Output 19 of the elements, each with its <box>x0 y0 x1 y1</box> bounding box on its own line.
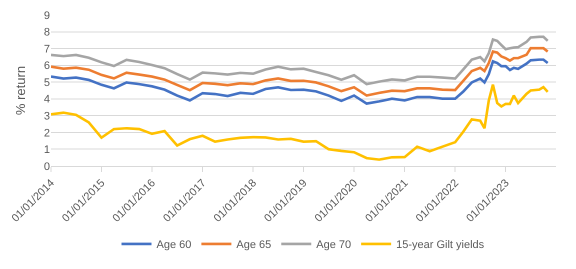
y-tick-label: 6 <box>44 60 50 72</box>
line-series <box>51 83 549 161</box>
y-tick-label: 9 <box>44 10 50 22</box>
legend-label: Age 70 <box>316 239 352 252</box>
y-tick-label: 2 <box>44 127 50 140</box>
line-series <box>51 46 549 97</box>
y-tick-label: 1 <box>44 144 50 156</box>
line-series <box>51 36 549 86</box>
y-tick-label: 8 <box>44 26 50 39</box>
y-tick-label: 7 <box>44 43 50 56</box>
y-tick-label: 3 <box>44 110 50 123</box>
legend-label: 15-year Gilt yields <box>396 239 485 252</box>
legend-label: Age 60 <box>156 239 192 252</box>
line-series <box>51 58 549 105</box>
y-tick-label: 5 <box>44 76 50 89</box>
y-tick-label: 4 <box>44 94 50 106</box>
legend-label: Age 65 <box>236 239 272 252</box>
y-tick-label: 0 <box>44 160 50 173</box>
y-axis-title: % return <box>12 66 28 116</box>
